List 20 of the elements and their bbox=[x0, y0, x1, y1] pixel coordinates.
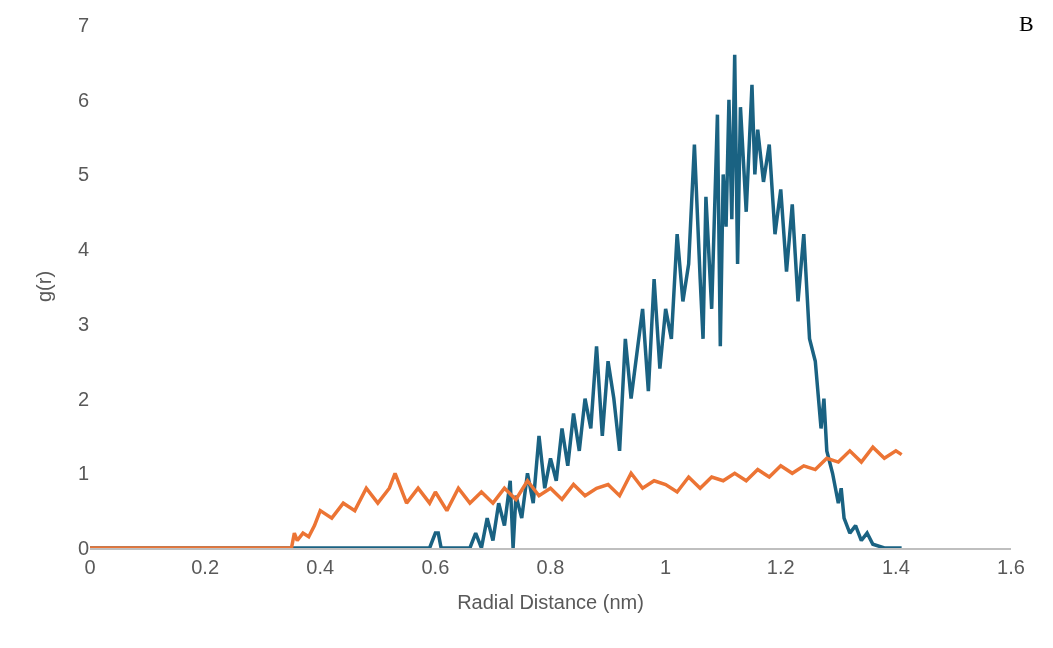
x-tick-label: 1.2 bbox=[766, 556, 795, 578]
x-tick-label: 1 bbox=[660, 556, 672, 578]
x-axis-title: Radial Distance (nm) bbox=[457, 591, 644, 613]
y-tick-label: 7 bbox=[77, 14, 89, 36]
y-axis-title: g(r) bbox=[33, 270, 56, 303]
y-tick-label: 6 bbox=[77, 88, 89, 111]
y-tick-label: 5 bbox=[77, 163, 89, 186]
x-tick-label: 1.4 bbox=[881, 556, 910, 578]
x-tick-label: 0.6 bbox=[421, 556, 450, 578]
line-series bbox=[90, 445, 904, 548]
y-tick-label: 0 bbox=[77, 537, 89, 559]
y-tick-label: 3 bbox=[77, 312, 89, 335]
y-tick-label: 2 bbox=[77, 387, 89, 410]
y-tick-label: 1 bbox=[77, 462, 89, 485]
y-tick-label: 4 bbox=[77, 238, 89, 261]
text: B bbox=[1019, 11, 1034, 36]
x-tick-label: 0.8 bbox=[536, 556, 565, 578]
x-tick-label: 1.6 bbox=[997, 556, 1025, 578]
x-tick-label: 0.4 bbox=[306, 556, 335, 578]
x-tick-label: 0.2 bbox=[191, 556, 220, 578]
